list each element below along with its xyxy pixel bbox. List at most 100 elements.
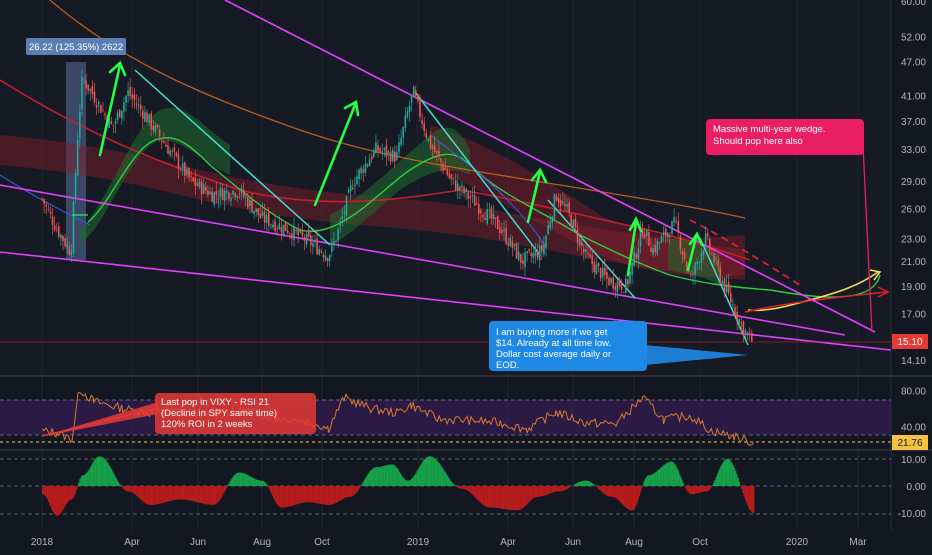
oscillator-bar <box>446 474 447 486</box>
candle-body <box>396 152 398 160</box>
oscillator-bar <box>124 486 125 490</box>
oscillator-bar <box>642 485 643 486</box>
oscillator-bar <box>597 486 598 488</box>
candle-body <box>279 223 281 229</box>
candle-body <box>594 262 596 272</box>
candle-body <box>58 226 60 237</box>
rsi-tick-label: 40.00 <box>901 423 926 434</box>
candle-body <box>736 312 738 320</box>
oscillator-bar <box>518 486 519 510</box>
oscillator-bar <box>632 486 633 510</box>
candle-body <box>184 163 186 176</box>
oscillator-bar <box>361 484 362 486</box>
oscillator-bar <box>257 480 258 486</box>
candle-body <box>222 189 224 200</box>
oscillator-bar <box>661 467 662 486</box>
oscillator-bar <box>266 484 267 486</box>
oscillator-bar <box>152 486 153 505</box>
candle-body <box>659 242 661 243</box>
oscillator-bar <box>626 486 627 508</box>
y-tick-label: 37.00 <box>901 117 926 128</box>
oscillator-bar <box>316 486 317 503</box>
candle-body <box>316 239 318 254</box>
candle-body <box>148 114 150 122</box>
candle-body <box>426 133 428 138</box>
oscillator-bar <box>349 486 350 497</box>
oscillator-bar <box>707 486 708 491</box>
oscillator-bar <box>90 468 91 486</box>
candle-body <box>589 254 591 257</box>
oscillator-bar <box>624 486 625 506</box>
candle-body <box>274 221 276 231</box>
oscillator-bar <box>246 474 247 486</box>
oscillator-bar <box>747 486 748 506</box>
oscillator-bar <box>752 486 753 512</box>
oscillator-bar <box>700 486 701 492</box>
x-tick-label: Jun <box>190 537 206 548</box>
candle-body <box>648 232 650 246</box>
oscillator-bar <box>424 459 425 486</box>
oscillator-bar <box>551 486 552 493</box>
oscillator-bar <box>666 463 667 486</box>
candle-body <box>333 241 335 245</box>
oscillator-bar <box>430 456 431 486</box>
candle-body <box>163 141 165 143</box>
x-tick-label: Oct <box>692 537 708 548</box>
oscillator-bar <box>146 486 147 504</box>
candle-body <box>304 237 306 241</box>
candle-body <box>419 100 421 117</box>
oscillator-bar <box>720 466 721 486</box>
candle-body <box>617 282 619 293</box>
oscillator-bar <box>251 477 252 486</box>
candle-body <box>90 89 92 91</box>
oscillator-bar <box>748 486 749 508</box>
oscillator-bar <box>659 469 660 486</box>
candle-body <box>528 249 530 251</box>
candle-body <box>140 105 142 110</box>
oscillator-bar <box>276 486 277 503</box>
oscillator-bar <box>741 486 742 489</box>
oscillator-bar <box>753 486 754 513</box>
oscillator-bar <box>447 476 448 486</box>
candle-body <box>474 195 476 206</box>
oscillator-bar <box>352 486 353 496</box>
oscillator-bar <box>660 468 661 486</box>
candle-body <box>192 177 194 181</box>
candle-body <box>247 197 249 207</box>
oscillator-bar <box>593 484 594 486</box>
oscillator-bar <box>461 486 462 489</box>
oscillator-bar <box>662 466 663 486</box>
candle-body <box>77 140 79 175</box>
oscillator-tick-label: 0.00 <box>907 482 927 493</box>
oscillator-bar <box>325 486 326 505</box>
oscillator-bar <box>264 482 265 486</box>
oscillator-bar <box>119 484 120 486</box>
oscillator-bar <box>617 486 618 499</box>
candle-body <box>268 213 270 226</box>
candle-body <box>136 104 138 105</box>
candle-body <box>556 196 558 200</box>
oscillator-bar <box>745 486 746 500</box>
oscillator-bar <box>273 486 274 499</box>
oscillator-bar <box>441 466 442 486</box>
oscillator-bar <box>499 486 500 508</box>
oscillator-bar <box>467 486 468 491</box>
oscillator-bar <box>208 486 209 505</box>
oscillator-bar <box>339 486 340 501</box>
oscillator-bar <box>490 486 491 508</box>
candle-body <box>751 333 753 342</box>
candle-body <box>96 105 98 108</box>
oscillator-bar <box>713 483 714 486</box>
oscillator-bar <box>376 467 377 486</box>
candle-body <box>625 279 627 293</box>
candle-body <box>652 248 654 255</box>
oscillator-bar <box>362 482 363 486</box>
oscillator-bar <box>421 462 422 486</box>
oscillator-bar <box>383 466 384 486</box>
oscillator-bar <box>655 472 656 486</box>
oscillator-bar <box>435 459 436 486</box>
oscillator-bar <box>589 481 590 486</box>
oscillator-bar <box>388 465 389 486</box>
oscillator-bar <box>692 486 693 494</box>
candle-body <box>600 268 602 278</box>
